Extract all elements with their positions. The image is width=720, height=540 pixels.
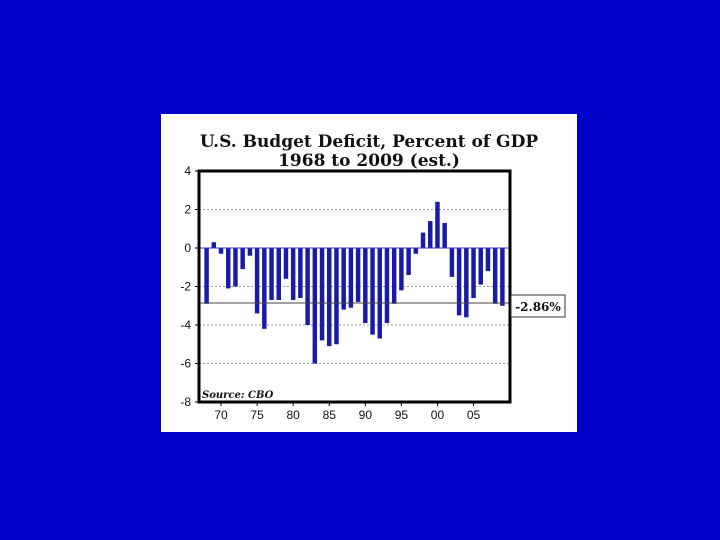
bar-1978 [276,248,281,300]
bar-2009 [500,248,505,306]
bar-1992 [377,248,382,339]
bar-1994 [391,248,397,304]
bar-1996 [406,248,411,275]
bar-1989 [355,248,361,302]
bar-2002 [449,248,455,277]
bar-1985 [327,248,332,347]
x-tick-label: 00 [431,408,445,422]
x-tick-label: 05 [467,408,481,422]
bar-1973 [240,248,245,270]
bar-2001 [442,222,447,248]
y-tick-label: 4 [184,164,191,178]
x-tick-label: 90 [359,408,373,422]
bar-2006 [478,248,483,285]
bar-1995 [399,248,404,291]
bar-2008 [492,248,498,304]
bar-2005 [471,248,476,299]
bar-1987 [341,248,346,310]
bar-1997 [413,248,419,254]
bar-1984 [319,248,325,341]
bar-1971 [226,248,231,289]
x-tick-label: 80 [286,408,300,422]
bar-2000 [435,201,440,248]
bar-series [199,201,510,364]
bar-1982 [305,248,310,325]
bar-1976 [262,248,267,329]
bar-1979 [283,248,289,279]
callout-box [510,294,566,318]
x-tick-label: 85 [323,408,337,422]
x-tick-label: 70 [214,408,228,422]
y-tick-label: 2 [184,203,191,217]
bar-1981 [298,248,303,299]
bar-1974 [247,248,253,256]
y-tick-label: 0 [184,241,191,255]
bar-1980 [290,248,296,300]
bar-1998 [420,232,426,248]
y-tick-label: -4 [180,318,191,332]
x-tick-label: 95 [395,408,409,422]
bar-2007 [485,248,491,272]
axes: 4 2 0 -2 -4 -6 -8 70 75 80 85 90 95 00 05 [180,164,480,422]
chart-subtitle: 1968 to 2009 (est.) [278,151,460,171]
bar-1977 [269,248,274,300]
grid-lines [199,209,510,364]
x-tick-label: 75 [250,408,264,422]
bar-1988 [348,248,354,308]
bar-1968 [204,248,209,304]
bar-1975 [254,248,260,314]
y-tick-label: -2 [180,280,191,294]
bar-1999 [428,221,433,248]
chart-title: U.S. Budget Deficit, Percent of GDP [200,132,538,152]
bar-1986 [334,248,339,345]
y-tick-label: -6 [180,357,191,371]
y-tick-label: -8 [180,395,191,409]
bar-1991 [370,248,375,335]
bar-2003 [456,248,462,316]
chart-svg: U.S. Budget Deficit, Percent of GDP 1968… [180,132,566,422]
chart-panel: U.S. Budget Deficit, Percent of GDP 1968… [161,114,577,432]
bar-1990 [363,248,368,324]
bar-1983 [312,248,318,364]
source-note: Source: CBO [202,390,274,401]
bar-2004 [464,248,469,318]
bar-1993 [384,248,390,324]
bar-1969 [211,242,217,248]
bar-1970 [218,248,224,254]
bar-1972 [233,248,238,287]
plot-frame [197,169,512,404]
reference-callout: -2.86% [510,294,566,318]
reference-value-label: -2.86% [515,300,561,314]
